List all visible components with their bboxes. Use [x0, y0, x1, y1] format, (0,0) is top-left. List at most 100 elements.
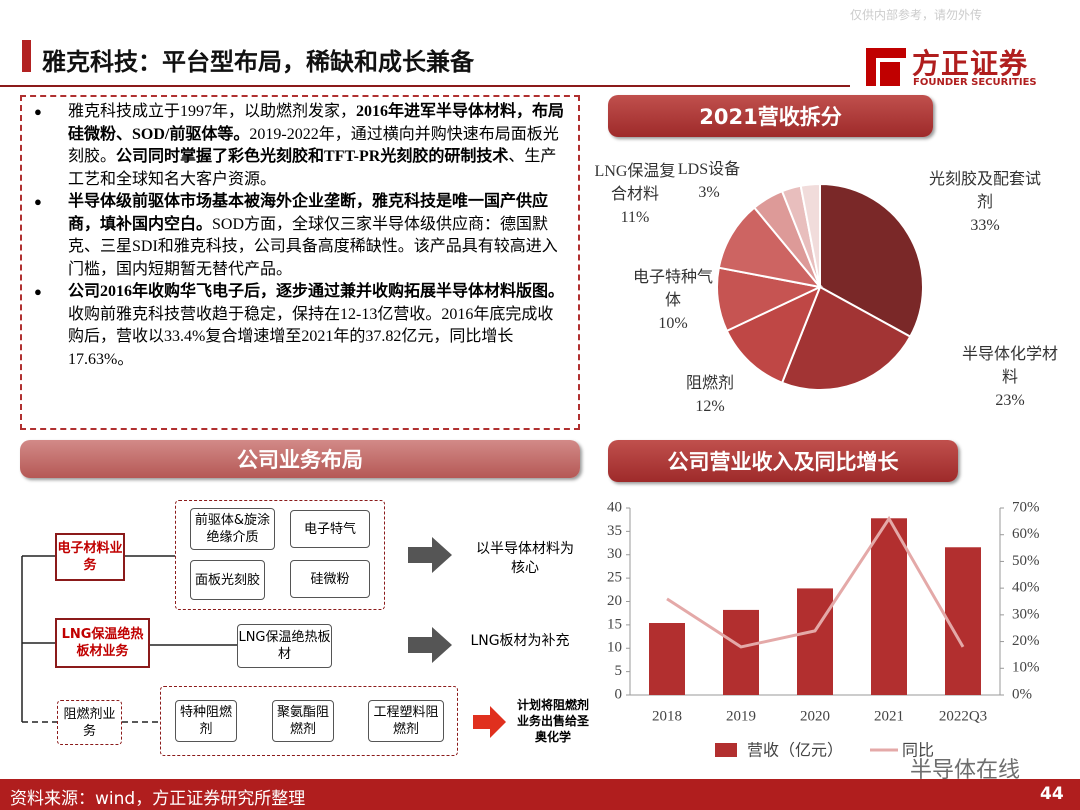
source: 资料来源：wind，方正证券研究所整理 [10, 789, 306, 809]
y2-tick-label: 60% [1012, 526, 1040, 542]
bullet-text: 半导体级前驱体市场基本被海外企业垄断，雅克科技是唯一国产供应商，填补国内空白。 [68, 193, 549, 233]
connectors [21, 555, 237, 723]
footer-bar [0, 779, 1080, 810]
note: 计划将阻燃剂业务出售给圣奥化学 [516, 698, 589, 744]
group-box [175, 500, 385, 610]
product-box: 特种阻燃剂 [175, 700, 237, 742]
y-tick-label: 20 [607, 593, 622, 609]
bullet-box: 雅克科技成立于1997年，以助燃剂发家，2016年进军半导体材料，布局硅微粉、S… [20, 95, 580, 430]
product-box: 硅微粉 [290, 560, 370, 598]
bullet-text: 2016年进军半导体材料，布局硅微粉、SOD/前驱体等。 [68, 103, 565, 143]
y-tick-label: 15 [607, 616, 622, 632]
pie-label-value: 33% [970, 217, 1000, 234]
pie-label-name: LDS设备 [677, 161, 741, 178]
pie-label: LDS设备 3% [664, 158, 754, 204]
x-tick-label: 2022Q3 [939, 708, 987, 724]
bar [871, 518, 907, 695]
pie-slice [717, 206, 823, 289]
segment-box: LNG保温绝热板材业务 [55, 618, 150, 668]
slide-title: 雅克科技：平台型布局，稀缺和成长兼备 [42, 48, 474, 76]
section-header: 2021营收拆分 [608, 95, 933, 137]
pie-label-value: 11% [620, 209, 650, 226]
bullet-text: 2019-2022年，通过横向并购快速布局面板光刻胶。 [68, 125, 559, 166]
x-tick-label: 2018 [652, 708, 682, 724]
section-header: 公司业务布局 [20, 440, 580, 478]
bullet-text: SOD方面，全球仅三家半导体级供应商：德国默克、三星SDI和雅克科技，公司具备高… [68, 215, 558, 278]
y-tick-label: 25 [607, 570, 622, 586]
logo-icon [866, 48, 906, 86]
bullet: 雅克科技成立于1997年，以助燃剂发家，2016年进军半导体材料，布局硅微粉、S… [32, 101, 568, 191]
bullet-text: 收购前雅克科技营收趋于稳定，保持在12-13亿营收。2016年底完成收购后，营收… [68, 305, 554, 368]
segment-box: 电子材料业务 [55, 533, 125, 581]
pie-slice [819, 182, 924, 338]
group-box [160, 686, 458, 756]
product-box: 电子特气 [290, 510, 370, 548]
bullet: 公司2016年收购华飞电子后，逐步通过兼并收购拓展半导体材料版图。收购前雅克科技… [32, 281, 568, 371]
pie-label: 电子特种气体 10% [628, 266, 718, 335]
y-tick-label: 5 [615, 663, 623, 679]
pie-label: 半导体化学材料 23% [960, 343, 1060, 412]
bullet-text: 、生产工艺和全球知名大客户资源。 [68, 148, 557, 188]
bullet: 半导体级前驱体市场基本被海外企业垄断，雅克科技是唯一国产供应商，填补国内空白。S… [32, 191, 568, 281]
product-box: 面板光刻胶 [190, 560, 265, 600]
pie-label-value: 3% [698, 184, 720, 201]
legend-label: 同比 [902, 741, 934, 760]
note: 以半导体材料为核心 [476, 541, 574, 576]
pie-label-name: 光刻胶及配套试剂 [928, 171, 1041, 211]
segment-box: 阻燃剂业务 [57, 700, 122, 745]
line [666, 515, 965, 649]
logo-subtext: FOUNDER SECURITIES [913, 77, 1037, 88]
x-tick-label: 2019 [726, 708, 756, 724]
arrow [408, 537, 452, 573]
bar [797, 588, 833, 695]
y-tick-label: 30 [607, 546, 622, 562]
y2-tick-label: 30% [1012, 606, 1040, 622]
pie-label-name: 阻燃剂 [685, 375, 734, 392]
bullet-text: 公司2016年收购华飞电子后，逐步通过兼并收购拓展半导体材料版图。 [68, 283, 565, 300]
legend-swatch [715, 743, 737, 757]
bullet-text: 公司同时掌握了彩色光刻胶和TFT-PR光刻胶的研制技术 [116, 148, 509, 165]
product-box: 前驱体&旋涂绝缘介质 [190, 508, 275, 550]
bar [945, 547, 981, 695]
x-tick-label: 2020 [800, 708, 830, 724]
y2-tick-label: 40% [1012, 580, 1040, 596]
y-tick-label: 10 [607, 640, 622, 656]
watermark: 仅供内部参考，请勿外传 [850, 8, 983, 22]
y-tick-label: 35 [607, 523, 622, 539]
arrow [473, 706, 506, 738]
y2-tick-label: 0% [1012, 686, 1032, 702]
pie-label-value: 12% [695, 398, 725, 415]
pie-label: LNG保温复合材料 11% [590, 160, 680, 229]
bar [649, 623, 685, 695]
pie-label-value: 10% [658, 315, 688, 332]
y2-tick-label: 20% [1012, 633, 1040, 649]
pie-label-value: 23% [995, 392, 1025, 409]
pie-label: 光刻胶及配套试剂 33% [925, 168, 1045, 237]
bar [723, 609, 759, 695]
y-tick-label: 0 [615, 686, 623, 702]
y2-tick-label: 70% [1012, 499, 1040, 515]
legend-label: 营收（亿元） [747, 741, 843, 760]
pie-slice [780, 285, 912, 391]
y2-tick-label: 50% [1012, 553, 1040, 569]
page-number: 44 [1040, 784, 1064, 804]
watermark: 半导体在线 [910, 758, 1021, 783]
pie-slice [725, 285, 822, 385]
y-tick-label: 40 [607, 499, 622, 515]
logo-text: 方正证券 [912, 47, 1029, 80]
y2-tick-label: 10% [1012, 660, 1040, 676]
combo-chart: 0 5 10 15 20 25 30 35 40 0% 10% 20% 30% 40% 50% 60% 70% 2… [607, 499, 1040, 760]
product-box: 工程塑料阻燃剂 [368, 700, 444, 742]
pie-chart [716, 182, 924, 391]
x-tick-label: 2021 [874, 708, 904, 724]
arrow [408, 627, 452, 663]
product-box: 聚氨酯阻燃剂 [272, 700, 334, 742]
pie-slice [799, 182, 821, 288]
pie-label-name: 电子特种气体 [632, 269, 713, 309]
pie-label: 阻燃剂 12% [670, 372, 750, 418]
product-box: LNG保温绝热板材 [237, 624, 332, 668]
pie-label-name: 半导体化学材料 [961, 346, 1058, 386]
pie-label-name: LNG保温复合材料 [594, 163, 676, 203]
